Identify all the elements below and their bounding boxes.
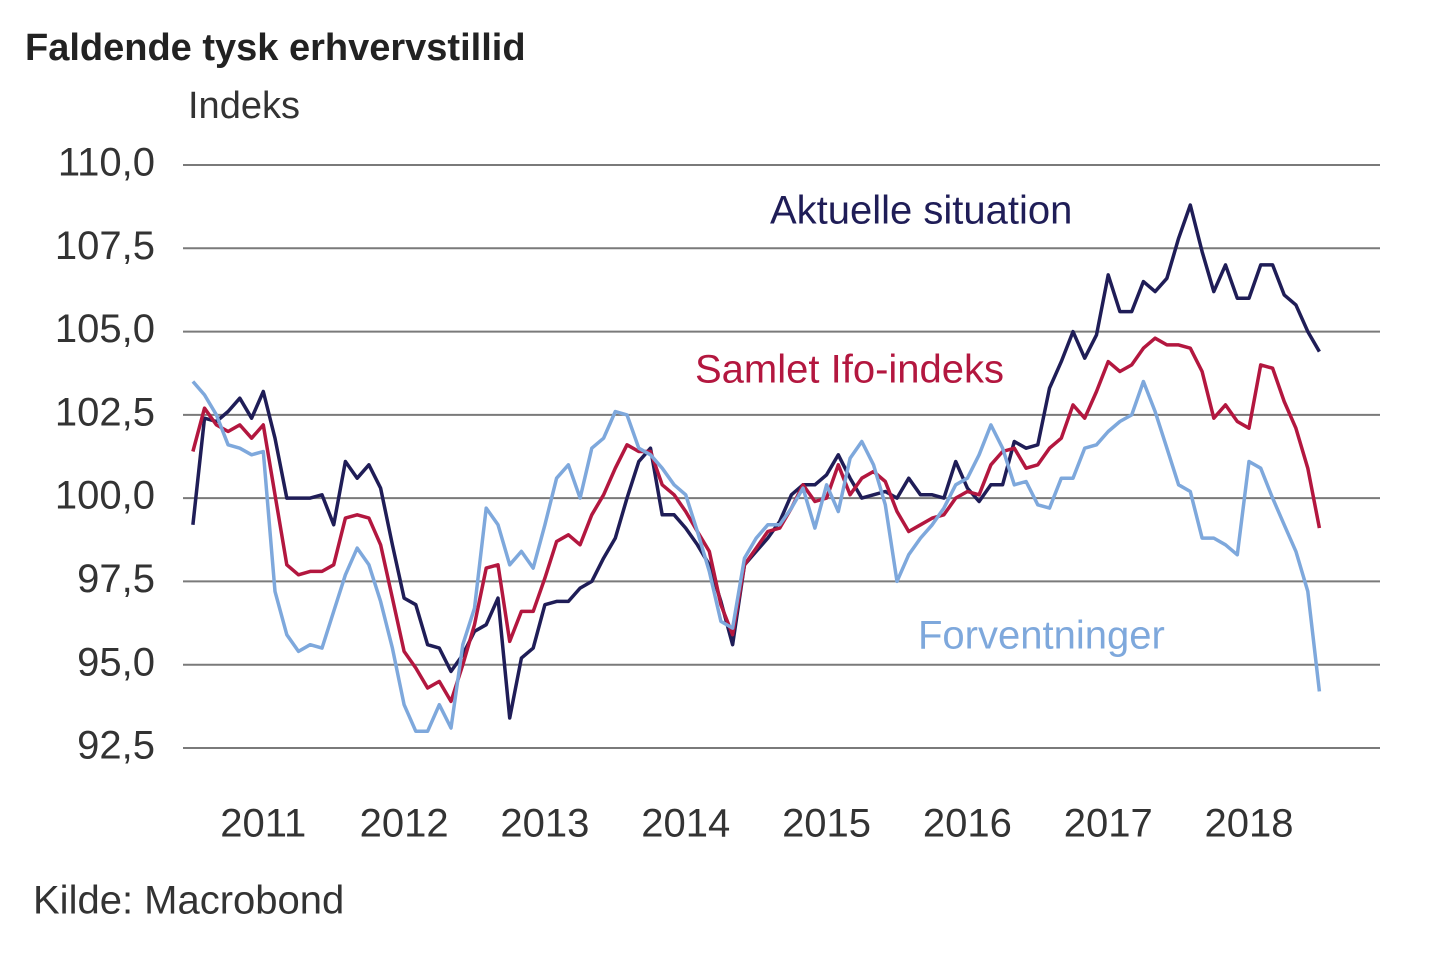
series-line [191, 336, 1322, 704]
series-line [191, 203, 1321, 720]
x-tick-label: 2012 [360, 802, 449, 846]
series-label: Aktuelle situation [770, 189, 1072, 233]
x-tick-label: 2013 [500, 802, 589, 846]
source: Kilde: Macrobond [33, 879, 344, 923]
y-tick-label: 95,0 [77, 640, 155, 684]
x-tick-label: 2011 [220, 802, 306, 846]
y-tick-label: 107,5 [55, 224, 155, 268]
y-tick-label: 92,5 [77, 724, 155, 768]
y-tick-label: 110,0 [58, 141, 155, 185]
chart-title: Faldende tysk erhvervstillid [25, 27, 526, 69]
y-tick-label: 102,5 [55, 390, 155, 434]
y-tick-label: 97,5 [77, 557, 155, 601]
series-label: Forventninger [918, 614, 1165, 658]
y-axis-label: Indeks [188, 85, 300, 127]
series-label: Samlet Ifo-indeks [695, 348, 1004, 392]
y-tick-label: 105,0 [55, 307, 155, 351]
x-tick-label: 2015 [782, 802, 871, 846]
x-tick-label: 2016 [923, 802, 1012, 846]
x-tick-label: 2017 [1064, 802, 1153, 846]
series-line [191, 379, 1322, 734]
x-tick-label: 2014 [641, 802, 730, 846]
x-tick-label: 2018 [1205, 802, 1294, 846]
y-tick-label: 100,0 [55, 474, 155, 518]
